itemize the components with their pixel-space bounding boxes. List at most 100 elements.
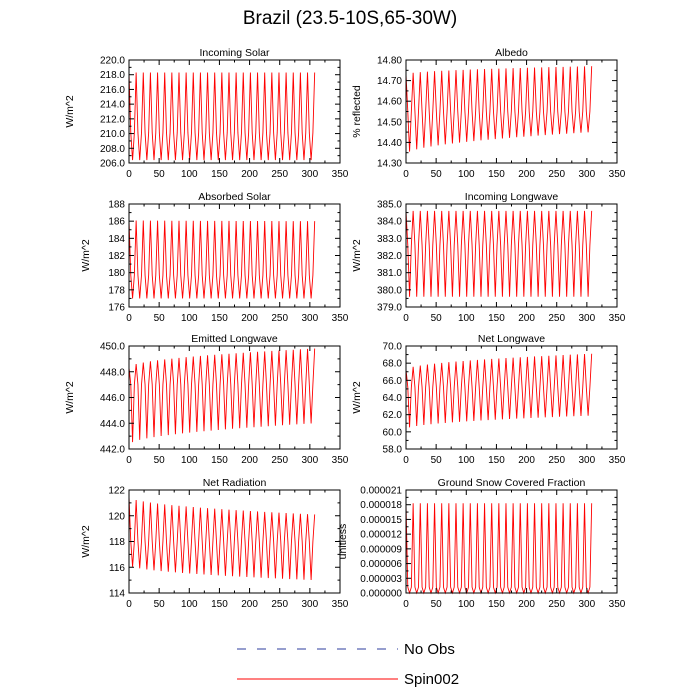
x-tick-label: 100 <box>181 169 198 180</box>
x-tick-label: 250 <box>271 313 288 324</box>
x-tick-label: 350 <box>332 599 349 610</box>
x-tick-label: 200 <box>518 169 535 180</box>
panels-group: 0 50 100 150 200 250 300 350 206.0 208.0 210.0 212.… <box>64 47 626 610</box>
chart-panel-7: 0 50 100 150 200 250 300 350 0.000000 0.000003 0.0… <box>337 477 626 610</box>
y-tick-label: 381.0 <box>377 268 402 279</box>
x-tick-label: 100 <box>458 599 475 610</box>
x-tick-label: 250 <box>271 599 288 610</box>
y-tick-label: 176 <box>108 303 125 314</box>
x-tick-label: 300 <box>302 169 319 180</box>
y-axis-label: % reflected <box>351 85 363 138</box>
x-tick-label: 300 <box>302 599 319 610</box>
x-tick-label: 350 <box>609 599 626 610</box>
x-tick-label: 300 <box>302 313 319 324</box>
legend-spin002-label: Spin002 <box>404 671 459 688</box>
x-tick-label: 300 <box>579 313 596 324</box>
y-tick-label: 0.000015 <box>360 515 402 526</box>
legend-noobs-label: No Obs <box>404 641 455 658</box>
chart-panel-1: 0 50 100 150 200 250 300 350 14.30 14.40 14.50 14.6… <box>351 47 626 180</box>
y-tick-label: 448.0 <box>100 367 125 378</box>
series-line-spin002 <box>128 72 316 161</box>
x-tick-label: 100 <box>181 455 198 466</box>
y-tick-label: 220.0 <box>100 56 125 67</box>
series-line-spin002 <box>405 210 593 297</box>
chart-panel-3: 0 50 100 150 200 250 300 350 379.0 380.0 381.0 382.… <box>351 191 626 324</box>
x-tick-label: 350 <box>609 313 626 324</box>
y-tick-label: 184 <box>108 234 125 245</box>
x-tick-label: 50 <box>154 169 166 180</box>
x-tick-label: 200 <box>518 455 535 466</box>
y-tick-label: 70.0 <box>383 342 403 353</box>
y-axis-label: W/m^2 <box>80 525 92 558</box>
x-tick-label: 200 <box>241 455 258 466</box>
x-tick-label: 0 <box>403 169 409 180</box>
y-axis-label: unitless <box>337 524 349 560</box>
x-tick-label: 50 <box>431 599 443 610</box>
series-line-spin002 <box>405 353 593 428</box>
y-tick-label: 450.0 <box>100 342 125 353</box>
y-tick-label: 180 <box>108 268 125 279</box>
y-tick-label: 210.0 <box>100 129 125 140</box>
chart-panel-5: 0 50 100 150 200 250 300 350 58.0 60.0 62.0 64.0 66.… <box>351 333 626 466</box>
x-tick-label: 350 <box>332 169 349 180</box>
x-tick-label: 100 <box>181 313 198 324</box>
y-axis-label: W/m^2 <box>351 239 363 272</box>
x-tick-label: 50 <box>154 313 166 324</box>
y-tick-label: 0.000006 <box>360 559 402 570</box>
y-tick-label: 0.000021 <box>360 486 402 497</box>
panel-title: Incoming Longwave <box>465 191 559 203</box>
y-tick-label: 442.0 <box>100 445 125 456</box>
x-tick-label: 250 <box>271 169 288 180</box>
x-tick-label: 250 <box>548 313 565 324</box>
x-tick-label: 150 <box>211 599 228 610</box>
panel-title: Absorbed Solar <box>198 191 271 203</box>
y-tick-label: 186 <box>108 217 125 228</box>
x-tick-label: 250 <box>548 169 565 180</box>
y-tick-label: 14.50 <box>377 117 402 128</box>
x-tick-label: 0 <box>126 313 132 324</box>
y-axis-label: W/m^2 <box>64 95 76 128</box>
x-tick-label: 100 <box>458 313 475 324</box>
x-tick-label: 0 <box>403 599 409 610</box>
x-tick-label: 200 <box>241 599 258 610</box>
y-tick-label: 0.000000 <box>360 589 402 600</box>
y-tick-label: 178 <box>108 285 125 296</box>
x-tick-label: 250 <box>271 455 288 466</box>
y-tick-label: 214.0 <box>100 100 125 111</box>
x-tick-label: 50 <box>431 169 443 180</box>
y-tick-label: 0.000018 <box>360 500 402 511</box>
x-tick-label: 0 <box>126 455 132 466</box>
x-tick-label: 200 <box>241 313 258 324</box>
x-tick-label: 100 <box>458 455 475 466</box>
x-tick-label: 100 <box>458 169 475 180</box>
y-tick-label: 122 <box>108 486 125 497</box>
x-tick-label: 50 <box>431 313 443 324</box>
y-tick-label: 58.0 <box>383 445 403 456</box>
chart-main-title: Brazil (23.5-10S,65-30W) <box>242 8 458 29</box>
y-tick-label: 118 <box>109 537 125 548</box>
x-tick-label: 50 <box>431 455 443 466</box>
x-tick-label: 300 <box>302 455 319 466</box>
y-tick-label: 0.000012 <box>360 530 402 541</box>
x-tick-label: 100 <box>181 599 198 610</box>
chart-panel-2: 0 50 100 150 200 250 300 350 176 178 180 182 184 186 1… <box>80 191 349 324</box>
y-tick-label: 380.0 <box>377 285 402 296</box>
x-tick-label: 0 <box>126 599 132 610</box>
chart-panel-0: 0 50 100 150 200 250 300 350 206.0 208.0 210.0 212.… <box>64 47 349 180</box>
x-tick-label: 0 <box>126 169 132 180</box>
y-tick-label: 382.0 <box>377 251 402 262</box>
x-tick-label: 150 <box>488 599 505 610</box>
x-tick-label: 300 <box>579 599 596 610</box>
y-tick-label: 14.40 <box>377 138 402 149</box>
x-tick-label: 200 <box>518 313 535 324</box>
y-tick-label: 114 <box>109 589 125 600</box>
panel-title: Ground Snow Covered Fraction <box>438 477 586 489</box>
y-tick-label: 120 <box>108 511 125 522</box>
y-tick-label: 14.80 <box>377 56 402 67</box>
x-tick-label: 200 <box>518 599 535 610</box>
panel-title: Net Radiation <box>203 477 267 489</box>
series-line-spin002 <box>128 348 316 443</box>
series-line-spin002 <box>405 503 593 595</box>
y-tick-label: 188 <box>108 200 125 211</box>
x-tick-label: 350 <box>609 169 626 180</box>
